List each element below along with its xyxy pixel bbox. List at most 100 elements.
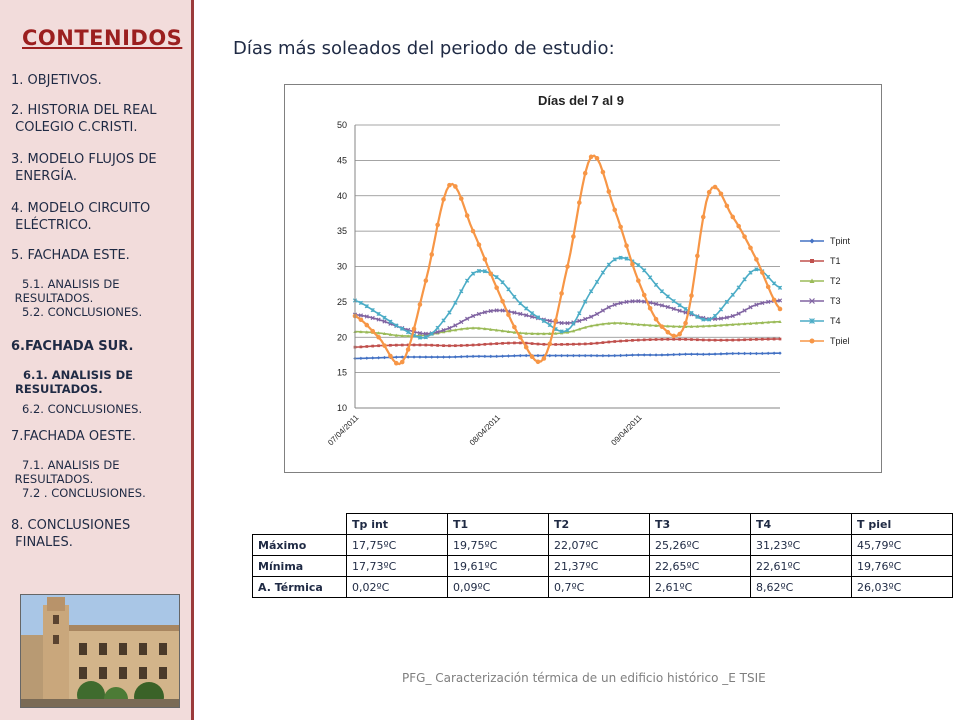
data-point	[441, 355, 446, 359]
data-point	[601, 322, 605, 326]
data-point	[725, 323, 729, 327]
data-point	[606, 189, 612, 194]
line-chart: Días del 7 al 9 10 15 20 25 30 35 40 45 50 07/04/…	[326, 93, 850, 448]
data-point	[424, 355, 428, 359]
nav-subitems-fachada-este[interactable]: 5.1. ANALISIS DE RESULTADOS. 5.2. CONCLU…	[14, 277, 143, 319]
data-point	[641, 292, 647, 298]
data-point	[553, 331, 558, 335]
data-point	[376, 356, 381, 360]
table-cell: 25,26ºC	[649, 534, 751, 556]
nav-subitem-analisis-sur[interactable]: 6.1. ANALISIS DE RESULTADOS.	[15, 368, 134, 396]
data-point	[712, 313, 718, 319]
table-header-cell: Tp int	[346, 513, 448, 535]
data-point	[376, 311, 381, 317]
data-point	[594, 279, 600, 285]
data-point	[523, 344, 529, 350]
table-cell: 21,37ºC	[548, 555, 650, 577]
data-point	[553, 353, 558, 358]
data-point	[430, 343, 434, 347]
table-cell: 17,73ºC	[346, 555, 448, 577]
nav-item-modelo-flujos[interactable]: 3. MODELO FLUJOS DE ENERGÍA.	[11, 152, 157, 184]
nav-item-modelo-circuito[interactable]: 4. MODELO CIRCUITO ELÉCTRICO.	[11, 201, 151, 233]
data-point	[642, 323, 646, 327]
data-point	[441, 197, 446, 202]
data-point	[595, 353, 599, 358]
data-point	[659, 289, 665, 294]
nav-item-fachada-oeste[interactable]: 7.FACHADA OESTE.	[11, 429, 136, 444]
data-point	[400, 334, 404, 338]
data-point	[754, 321, 759, 325]
data-point	[589, 353, 593, 358]
data-point	[778, 351, 782, 355]
data-point	[382, 331, 387, 336]
data-point	[719, 323, 723, 327]
data-point	[730, 313, 735, 319]
data-point	[760, 351, 764, 356]
data-point	[577, 200, 582, 205]
data-point	[748, 270, 753, 275]
data-point	[683, 306, 688, 312]
data-point	[625, 339, 628, 343]
data-point	[618, 224, 623, 230]
data-point	[547, 318, 552, 323]
data-point	[436, 344, 439, 347]
data-point	[777, 285, 783, 290]
data-point	[589, 324, 593, 328]
data-point	[606, 305, 611, 310]
data-point	[465, 316, 470, 321]
nav-item-fachada-este[interactable]: 5. FACHADA ESTE.	[11, 248, 130, 263]
data-point	[724, 203, 730, 209]
data-point	[529, 314, 535, 319]
data-point	[600, 270, 606, 275]
data-point	[607, 321, 611, 325]
data-point	[601, 341, 605, 344]
x-tick-label: 09/04/2011	[609, 413, 644, 448]
data-point	[530, 331, 534, 335]
data-point	[665, 304, 670, 310]
data-point	[636, 338, 640, 342]
data-point	[701, 338, 705, 342]
data-point	[718, 307, 724, 312]
data-point	[695, 253, 700, 259]
data-point	[654, 338, 658, 341]
data-point	[358, 317, 364, 323]
nav-item-conclusiones-finales[interactable]: 8. CONCLUSIONES FINALES.	[11, 518, 131, 550]
nav-item-objetivos[interactable]: 1. OBJETIVOS.	[11, 73, 102, 88]
data-point	[430, 355, 434, 359]
data-point	[506, 287, 511, 292]
data-point	[524, 331, 528, 335]
data-point	[447, 325, 452, 331]
data-point	[477, 354, 481, 359]
data-point	[671, 298, 676, 304]
nav-subitem-conclusiones-sur[interactable]: 6.2. CONCLUSIONES.	[11, 402, 143, 416]
data-point	[512, 294, 517, 299]
data-point	[524, 313, 529, 318]
data-point	[453, 355, 458, 359]
data-point	[548, 331, 552, 335]
data-point	[737, 338, 741, 342]
data-point	[613, 340, 617, 343]
data-point	[689, 324, 694, 328]
data-point	[583, 353, 587, 358]
data-point	[713, 323, 717, 327]
nav-item-historia[interactable]: 2. HISTORIA DEL REAL COLEGIO C.CRISTI.	[11, 103, 157, 135]
table-header-cell: T piel	[851, 513, 953, 535]
nav-item-fachada-sur[interactable]: 6.FACHADA SUR.	[11, 339, 134, 354]
data-point	[365, 330, 369, 334]
data-point	[441, 318, 446, 323]
sidebar-title[interactable]: CONTENIDOS	[22, 26, 183, 50]
data-point	[370, 315, 375, 321]
data-point	[471, 326, 475, 330]
data-point	[571, 321, 576, 326]
data-point	[529, 354, 535, 360]
data-point	[707, 317, 712, 322]
data-point	[547, 341, 553, 347]
data-point	[382, 355, 387, 360]
data-point	[370, 308, 375, 313]
data-point	[536, 353, 540, 358]
data-point	[748, 305, 753, 310]
data-point	[631, 339, 634, 342]
table-cell: 0,7ºC	[548, 576, 650, 598]
nav-subitems-fachada-oeste[interactable]: 7.1. ANALISIS DE RESULTADOS. 7.2 . CONCL…	[14, 458, 146, 500]
data-point	[376, 317, 381, 322]
